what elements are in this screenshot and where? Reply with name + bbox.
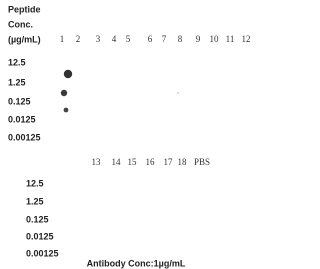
column-label: 16	[146, 157, 156, 167]
faint-spot	[177, 92, 179, 94]
column-label: 5	[126, 34, 131, 44]
header-line: Peptide	[8, 4, 41, 14]
column-label: 9	[196, 34, 201, 44]
column-label: 11	[226, 34, 235, 44]
column-label: 6	[148, 34, 153, 44]
column-label: PBS	[194, 157, 210, 167]
column-label: 13	[92, 157, 102, 167]
caption: Antibody Conc:1µg/mL	[87, 258, 186, 268]
column-label: 1	[60, 34, 65, 44]
column-label: 4	[112, 34, 117, 44]
row-label: 1.25	[8, 77, 26, 87]
column-label: 8	[178, 34, 183, 44]
header-line: (µg/mL)	[8, 34, 41, 44]
column-label: 14	[112, 157, 122, 167]
column-label: 7	[162, 34, 167, 44]
spot	[61, 90, 67, 96]
column-label: 12	[242, 34, 251, 44]
row-label: 12.5	[26, 178, 44, 188]
column-label: 10	[210, 34, 220, 44]
column-label: 2	[76, 34, 81, 44]
row-label: 1.25	[26, 196, 44, 206]
header-line: Conc.	[8, 19, 33, 29]
row-label: 0.00125	[26, 248, 59, 258]
column-label: 15	[128, 157, 138, 167]
spot	[64, 70, 72, 78]
row-label: 0.0125	[8, 114, 36, 124]
column-label: 17	[164, 157, 174, 167]
column-label: 3	[96, 34, 101, 44]
row-label: 0.0125	[26, 231, 54, 241]
row-label: 0.00125	[8, 132, 41, 142]
row-label: 0.125	[26, 214, 49, 224]
spot	[64, 108, 69, 113]
column-label: 18	[178, 157, 188, 167]
row-label: 12.5	[8, 57, 26, 67]
row-label: 0.125	[8, 96, 31, 106]
